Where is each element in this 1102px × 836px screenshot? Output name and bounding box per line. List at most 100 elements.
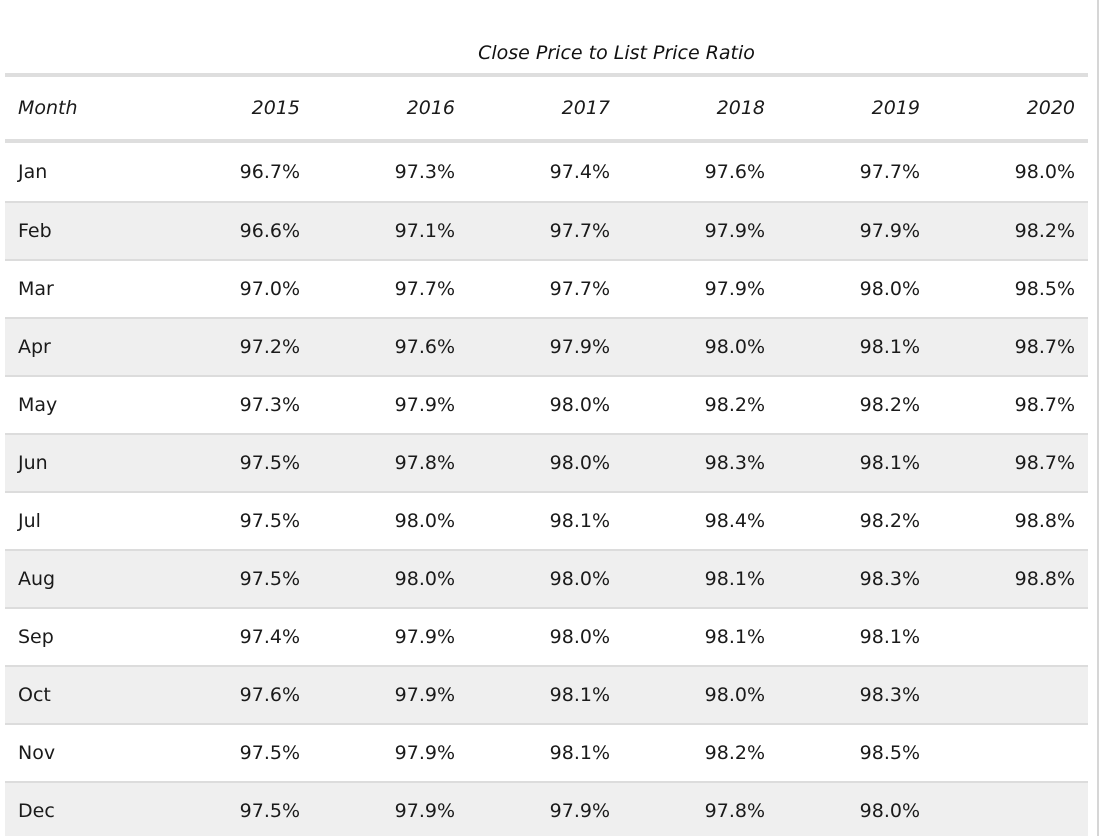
ratio-value-cell: 98.0% [549,626,610,648]
month-cell: Oct [18,684,51,706]
ratio-value-cell: 97.5% [239,510,300,532]
table-row: Sep 97.4% 97.9% 98.0% 98.1% 98.1% [5,607,1088,665]
ratio-value-cell: 97.2% [239,336,300,358]
ratio-value-cell: 97.9% [549,800,610,822]
ratio-value-cell: 98.0% [1014,161,1075,183]
table-row: Dec 97.5% 97.9% 97.9% 97.8% 98.0% [5,781,1088,836]
ratio-value-cell: 98.1% [859,452,920,474]
table-row: Apr 97.2% 97.6% 97.9% 98.0% 98.1% 98.7% [5,317,1088,375]
ratio-value-cell: 97.8% [394,452,455,474]
ratio-value-cell: 97.4% [239,626,300,648]
ratio-value-cell: 97.5% [239,800,300,822]
ratio-value-cell: 97.6% [394,336,455,358]
table-row: May 97.3% 97.9% 98.0% 98.2% 98.2% 98.7% [5,375,1088,433]
month-cell: Jun [18,452,48,474]
month-cell: Apr [18,336,51,358]
ratio-value-cell: 98.0% [859,800,920,822]
ratio-value-cell: 98.4% [704,510,765,532]
table-row: Jul 97.5% 98.0% 98.1% 98.4% 98.2% 98.8% [5,491,1088,549]
ratio-value-cell: 97.1% [394,220,455,242]
ratio-value-cell: 98.5% [1014,278,1075,300]
ratio-value-cell: 97.6% [704,161,765,183]
column-header-year: 2017 [561,97,610,119]
column-header-year: 2018 [716,97,765,119]
ratio-value-cell: 98.0% [394,568,455,590]
ratio-value-cell: 98.0% [549,452,610,474]
ratio-value-cell: 98.3% [859,568,920,590]
month-cell: Aug [18,568,56,590]
month-cell: May [18,394,58,416]
ratio-value-cell: 97.7% [549,278,610,300]
month-cell: Nov [18,742,56,764]
ratio-value-cell: 98.1% [859,626,920,648]
ratio-value-cell: 97.9% [394,742,455,764]
ratio-value-cell: 97.5% [239,568,300,590]
table-row: Feb 96.6% 97.1% 97.7% 97.9% 97.9% 98.2% [5,201,1088,259]
ratio-value-cell: 98.7% [1014,394,1075,416]
ratio-value-cell: 98.2% [704,394,765,416]
ratio-value-cell: 98.3% [859,684,920,706]
ratio-value-cell: 98.7% [1014,452,1075,474]
ratio-value-cell: 96.7% [239,161,300,183]
ratio-value-cell: 98.3% [704,452,765,474]
table-row: Nov 97.5% 97.9% 98.1% 98.2% 98.5% [5,723,1088,781]
ratio-value-cell: 97.9% [549,336,610,358]
table-row: Mar 97.0% 97.7% 97.7% 97.9% 98.0% 98.5% [5,259,1088,317]
ratio-value-cell: 97.8% [704,800,765,822]
ratio-value-cell: 96.6% [239,220,300,242]
close-to-list-ratio-table: Close Price to List Price Ratio Month 201… [5,0,1088,836]
ratio-value-cell: 97.9% [704,220,765,242]
table-header-row: Month 2015 2016 2017 2018 2019 2020 [5,73,1088,143]
ratio-value-cell: 98.2% [1014,220,1075,242]
ratio-value-cell: 98.0% [704,336,765,358]
ratio-value-cell: 98.2% [704,742,765,764]
ratio-value-cell: 97.7% [549,220,610,242]
ratio-value-cell: 98.0% [549,568,610,590]
ratio-value-cell: 98.2% [859,510,920,532]
title-spacer [5,0,145,73]
column-header-year: 2020 [1026,97,1075,119]
month-cell: Mar [18,278,54,300]
ratio-value-cell: 97.9% [394,394,455,416]
ratio-value-cell: 98.5% [859,742,920,764]
column-header-year: 2019 [871,97,920,119]
table-title-row: Close Price to List Price Ratio [5,0,1088,73]
ratio-value-cell: 97.0% [239,278,300,300]
ratio-value-cell: 97.9% [394,684,455,706]
ratio-value-cell: 97.9% [704,278,765,300]
ratio-value-cell: 97.9% [859,220,920,242]
column-header-year: 2016 [406,97,455,119]
table-body: Jan 96.7% 97.3% 97.4% 97.6% 97.7% 98.0% Feb 96.6… [5,143,1088,836]
ratio-value-cell: 98.8% [1014,568,1075,590]
ratio-value-cell: 97.5% [239,742,300,764]
ratio-value-cell: 98.0% [394,510,455,532]
table-row: Jun 97.5% 97.8% 98.0% 98.3% 98.1% 98.7% [5,433,1088,491]
ratio-value-cell: 98.1% [704,568,765,590]
column-header-month: Month [18,97,78,119]
column-header-year: 2015 [251,97,300,119]
ratio-value-cell: 97.3% [394,161,455,183]
ratio-value-cell: 98.0% [859,278,920,300]
month-cell: Feb [18,220,52,242]
ratio-value-cell: 98.1% [859,336,920,358]
ratio-value-cell: 97.9% [394,800,455,822]
ratio-value-cell: 98.1% [549,742,610,764]
ratio-value-cell: 97.9% [394,626,455,648]
ratio-value-cell: 98.1% [549,684,610,706]
ratio-value-cell: 98.8% [1014,510,1075,532]
ratio-value-cell: 97.3% [239,394,300,416]
month-cell: Sep [18,626,54,648]
month-cell: Dec [18,800,55,822]
ratio-value-cell: 98.2% [859,394,920,416]
table-row: Jan 96.7% 97.3% 97.4% 97.6% 97.7% 98.0% [5,143,1088,201]
ratio-value-cell: 98.1% [549,510,610,532]
ratio-value-cell: 97.5% [239,452,300,474]
ratio-value-cell: 98.1% [704,626,765,648]
ratio-value-cell: 98.0% [704,684,765,706]
table-row: Oct 97.6% 97.9% 98.1% 98.0% 98.3% [5,665,1088,723]
ratio-value-cell: 98.0% [549,394,610,416]
month-cell: Jul [18,510,41,532]
ratio-value-cell: 97.6% [239,684,300,706]
ratio-value-cell: 97.4% [549,161,610,183]
